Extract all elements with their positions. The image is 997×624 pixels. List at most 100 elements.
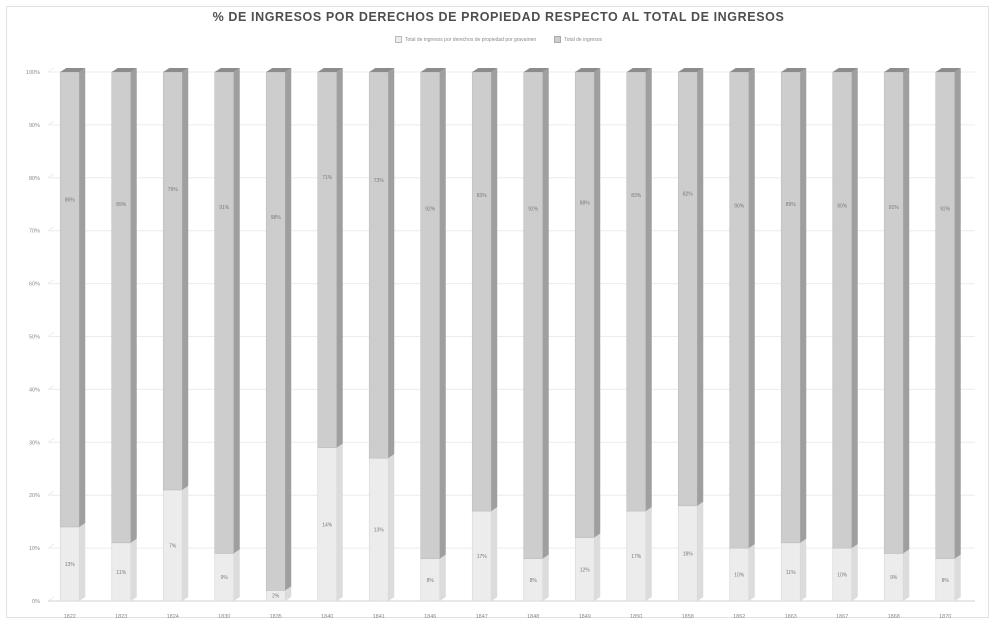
data-label-top: 79% bbox=[168, 187, 179, 193]
data-label-bottom: 13% bbox=[374, 528, 385, 534]
bar-top-cap bbox=[369, 68, 395, 72]
y-tick-label: 70% bbox=[29, 229, 40, 235]
gridline-depth bbox=[47, 67, 55, 73]
bar-side-bottom bbox=[645, 507, 652, 601]
bar-top-cap bbox=[420, 68, 446, 72]
legend-item-series-0: Total de ingresos por derechos de propie… bbox=[394, 36, 537, 43]
bar-segment-top bbox=[935, 71, 956, 559]
bar-side-top bbox=[79, 68, 86, 527]
data-label-top: 88% bbox=[580, 200, 591, 206]
bar-side-top bbox=[182, 68, 189, 490]
y-tick-label: 100% bbox=[26, 70, 40, 76]
gridline-depth bbox=[47, 490, 55, 496]
y-tick-label: 10% bbox=[29, 546, 40, 552]
legend-label-series-0: Total de ingresos por derechos de propie… bbox=[404, 36, 537, 43]
data-label-top: 90% bbox=[734, 203, 745, 209]
data-label-bottom: 18% bbox=[683, 551, 694, 557]
data-label-bottom: 8% bbox=[530, 578, 538, 584]
data-label-bottom: 9% bbox=[221, 575, 229, 581]
x-tick-label: 1823 bbox=[115, 614, 127, 620]
chart-frame bbox=[6, 6, 989, 618]
gridline-depth bbox=[47, 226, 55, 232]
bar-top-cap bbox=[832, 68, 858, 72]
data-label-top: 89% bbox=[786, 202, 797, 208]
data-label-top: 82% bbox=[683, 191, 694, 197]
bar-side-bottom bbox=[182, 485, 189, 601]
data-label-bottom: 11% bbox=[116, 570, 126, 576]
y-tick-label: 60% bbox=[29, 282, 40, 288]
bar-top-cap bbox=[163, 68, 189, 72]
bar-side-top bbox=[130, 68, 137, 543]
gridline-depth bbox=[47, 596, 55, 602]
y-tick-label: 80% bbox=[29, 176, 40, 182]
bar-segment-top bbox=[265, 71, 286, 591]
legend-item-series-1: Total de ingresos bbox=[554, 36, 602, 43]
bar-segment-top bbox=[471, 71, 492, 512]
bar-side-bottom bbox=[336, 443, 343, 601]
data-label-bottom: 17% bbox=[631, 554, 642, 560]
bar-side-top bbox=[954, 68, 961, 559]
bar-top-cap bbox=[935, 68, 961, 72]
gridline-depth bbox=[47, 543, 55, 549]
bar-segment-top bbox=[626, 71, 647, 512]
gridline-depth bbox=[47, 173, 55, 179]
bar-side-bottom bbox=[697, 501, 704, 601]
bar-side-top bbox=[233, 68, 240, 554]
gridline-depth bbox=[47, 120, 55, 126]
x-tick-label: 1841 bbox=[373, 614, 385, 620]
gridline-depth bbox=[47, 279, 55, 285]
bar-segment-top bbox=[574, 71, 595, 538]
data-label-top: 92% bbox=[425, 206, 436, 212]
bar-segment-top bbox=[523, 71, 544, 559]
bar-top-cap bbox=[781, 68, 807, 72]
bar-top-cap bbox=[111, 68, 137, 72]
bar-side-top bbox=[748, 68, 755, 549]
bar-top-cap bbox=[214, 68, 240, 72]
data-label-bottom: 17% bbox=[477, 554, 488, 560]
gridline-depth bbox=[47, 384, 55, 390]
bar-side-bottom bbox=[439, 554, 446, 601]
bar-side-bottom bbox=[542, 554, 549, 601]
bar-segment-top bbox=[368, 71, 389, 459]
legend-swatch-series-1 bbox=[554, 36, 562, 43]
legend-label-series-1: Total de ingresos bbox=[564, 36, 602, 43]
y-tick-label: 90% bbox=[29, 123, 40, 129]
bar-side-top bbox=[594, 68, 601, 538]
x-tick-label: 1862 bbox=[733, 614, 745, 620]
bar-side-bottom bbox=[903, 549, 910, 601]
data-label-bottom: 8% bbox=[942, 578, 950, 584]
bar-side-top bbox=[388, 68, 395, 459]
data-label-bottom: 2% bbox=[272, 594, 280, 600]
bar-side-top bbox=[800, 68, 807, 543]
bar-side-bottom bbox=[388, 454, 395, 601]
bar-side-bottom bbox=[491, 507, 498, 601]
bar-top-cap bbox=[626, 68, 652, 72]
x-tick-label: 1867 bbox=[836, 614, 848, 620]
gridline-depth bbox=[47, 332, 55, 337]
bar-top-cap bbox=[678, 68, 704, 72]
data-label-bottom: 7% bbox=[169, 543, 177, 549]
chart-title: % DE INGRESOS POR DERECHOS DE PROPIEDAD … bbox=[212, 10, 785, 24]
data-label-top: 91% bbox=[219, 205, 230, 211]
bar-segment-top bbox=[780, 71, 801, 544]
x-tick-label: 1863 bbox=[785, 614, 797, 620]
bar-side-top bbox=[645, 68, 652, 512]
y-tick-label: 40% bbox=[29, 387, 40, 393]
x-tick-label: 1840 bbox=[321, 614, 333, 620]
bar-side-bottom bbox=[954, 554, 961, 601]
bar-top-cap bbox=[317, 68, 343, 72]
data-label-top: 90% bbox=[837, 203, 848, 209]
legend-swatch-series-0 bbox=[394, 36, 402, 43]
x-tick-label: 1850 bbox=[630, 614, 642, 620]
bar-side-bottom bbox=[851, 544, 858, 601]
data-label-top: 92% bbox=[528, 206, 539, 212]
x-tick-label: 1870 bbox=[939, 614, 951, 620]
data-label-bottom: 13% bbox=[65, 562, 76, 568]
chart-legend: Total de ingresos por derechos de propie… bbox=[0, 36, 997, 43]
bar-side-top bbox=[439, 68, 446, 559]
bar-segment-top bbox=[729, 71, 750, 549]
data-label-bottom: 12% bbox=[580, 567, 591, 573]
y-tick-label: 0% bbox=[32, 599, 40, 605]
data-label-bottom: 14% bbox=[322, 522, 333, 528]
bar-segment-top bbox=[214, 71, 235, 554]
